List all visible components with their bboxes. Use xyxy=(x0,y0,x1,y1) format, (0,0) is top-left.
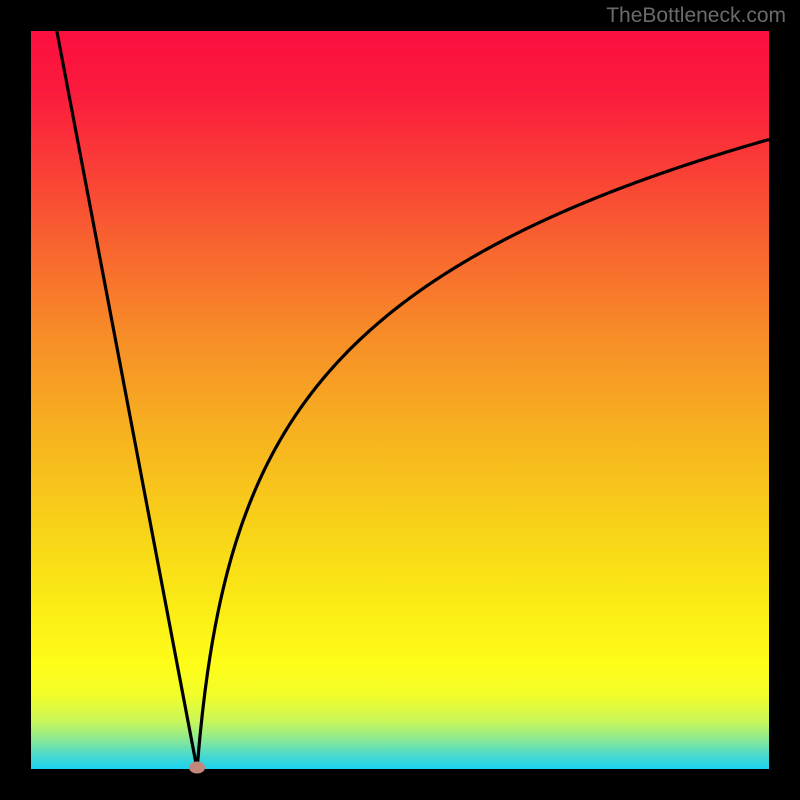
plot-background xyxy=(31,31,769,769)
watermark-text: TheBottleneck.com xyxy=(606,4,786,28)
minimum-marker xyxy=(189,762,205,774)
